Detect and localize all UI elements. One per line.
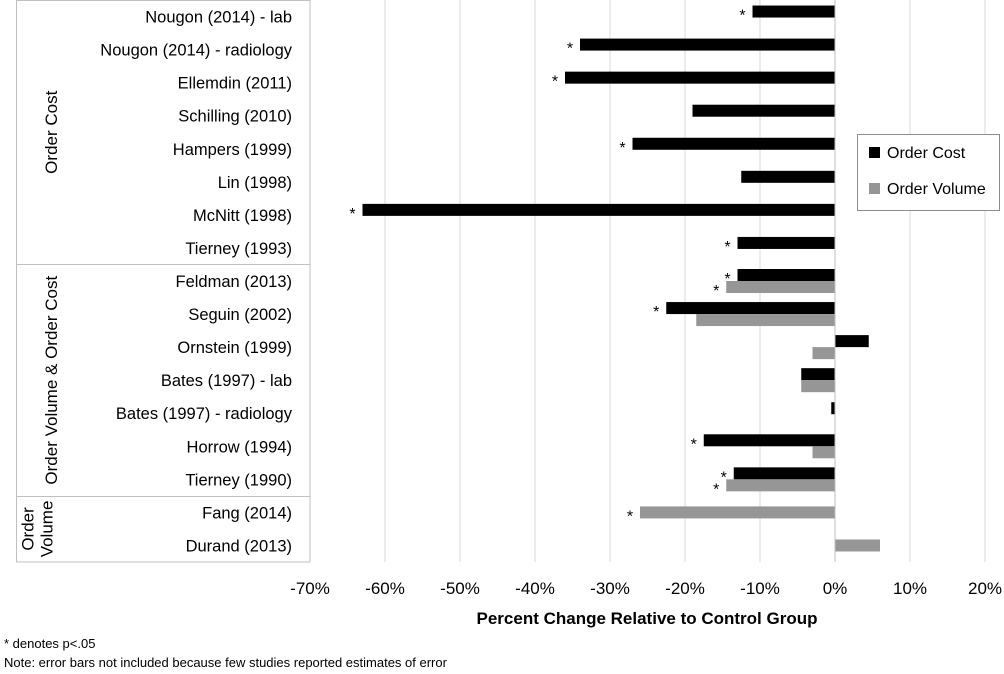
group-label: Order Volume & Order Cost	[42, 276, 61, 485]
significance-marker: *	[724, 271, 730, 288]
order-cost-bar	[752, 5, 835, 18]
order-volume-bar	[640, 506, 835, 519]
significance-marker: *	[713, 283, 719, 300]
order-cost-bar	[565, 71, 835, 84]
x-tick-label: -30%	[590, 579, 630, 598]
x-tick-label: -70%	[290, 579, 330, 598]
order-cost-bar	[703, 434, 835, 447]
significance-marker: *	[349, 206, 355, 223]
significance-marker: *	[619, 140, 625, 157]
category-label: Durand (2013)	[186, 537, 292, 555]
order-volume-bar	[726, 281, 835, 293]
order-volume-bar	[812, 446, 835, 459]
category-label: Hampers (1999)	[173, 141, 292, 159]
legend	[857, 134, 1000, 211]
x-tick-label: 0%	[823, 579, 848, 598]
significance-footnote: * denotes p<.05	[4, 636, 96, 651]
category-label: Tierney (1990)	[185, 471, 292, 489]
order-cost-bar	[835, 335, 869, 348]
category-label: Horrow (1994)	[187, 438, 292, 456]
order-cost-bar	[733, 467, 835, 480]
category-label: Nougon (2014) - radiology	[100, 42, 292, 60]
category-label: Ornstein (1999)	[177, 339, 292, 357]
order-cost-bar	[741, 170, 835, 183]
significance-marker: *	[721, 469, 727, 486]
legend-label: Order Volume	[887, 181, 986, 198]
category-label: McNitt (1998)	[193, 207, 292, 225]
x-tick-label: 20%	[968, 579, 1002, 598]
group-label: Volume	[38, 501, 57, 558]
order-volume-bar	[812, 347, 835, 360]
x-tick-label: 10%	[893, 579, 927, 598]
order-cost-bar	[737, 269, 835, 281]
category-label: Tierney (1993)	[185, 240, 292, 258]
significance-marker: *	[691, 436, 697, 453]
order-volume-bar	[801, 380, 835, 393]
category-label: Ellemdin (2011)	[178, 75, 292, 93]
category-label: Bates (1997) - lab	[161, 372, 292, 390]
order-cost-bar	[580, 38, 835, 51]
significance-marker: *	[724, 239, 730, 256]
bar-chart: Order Cost Order Volume & Order Cost Order…	[16, 0, 1002, 628]
category-label: Lin (1998)	[218, 174, 292, 192]
significance-marker: *	[627, 508, 633, 525]
x-tick-label: -60%	[365, 579, 405, 598]
order-volume-bar	[835, 539, 880, 552]
x-axis-label: Percent Change Relative to Control Group	[477, 609, 818, 628]
group-label: Order	[19, 507, 38, 551]
legend-label: Order Cost	[887, 145, 966, 162]
order-cost-bar	[362, 203, 835, 216]
error-bars-note: Note: error bars not included because fe…	[4, 655, 447, 670]
order-volume-bar	[726, 479, 835, 492]
x-tick-label: -40%	[515, 579, 555, 598]
significance-marker: *	[713, 481, 719, 498]
x-tick-label: -50%	[440, 579, 480, 598]
order-cost-bar	[737, 236, 835, 249]
order-cost-bar	[632, 137, 835, 150]
significance-marker: *	[567, 41, 573, 58]
x-tick-label: -10%	[740, 579, 780, 598]
significance-marker: *	[552, 74, 558, 91]
legend-swatch	[869, 147, 880, 158]
category-label: Feldman (2013)	[176, 273, 292, 291]
significance-marker: *	[739, 8, 745, 25]
significance-marker: *	[653, 304, 659, 321]
category-label: Nougon (2014) - lab	[145, 9, 292, 27]
category-label: Bates (1997) - radiology	[116, 405, 293, 423]
x-tick-label: -20%	[665, 579, 705, 598]
category-label: Seguin (2002)	[188, 306, 292, 324]
group-label: Order Cost	[42, 90, 61, 173]
order-cost-bar	[831, 402, 835, 415]
order-cost-bar	[666, 302, 835, 315]
order-volume-bar	[696, 314, 835, 327]
order-cost-bar	[801, 368, 835, 381]
category-label: Schilling (2010)	[178, 108, 292, 126]
category-label: Fang (2014)	[202, 504, 292, 522]
order-cost-bar	[692, 104, 835, 117]
legend-swatch	[869, 183, 880, 194]
